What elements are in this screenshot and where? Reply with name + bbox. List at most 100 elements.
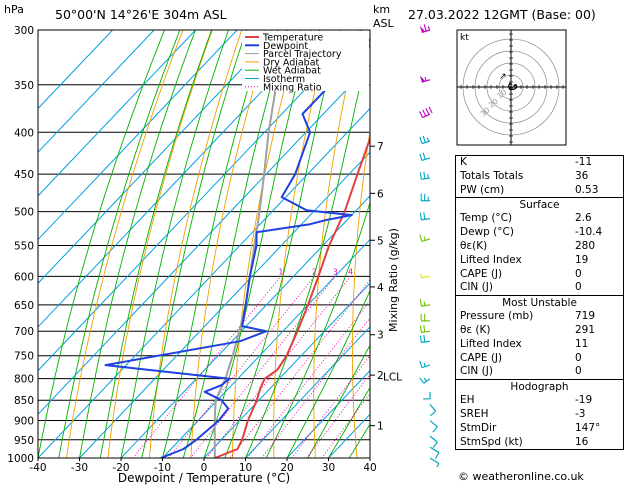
- wind-barb: [419, 360, 431, 369]
- wind-barb-flag: [419, 75, 426, 83]
- isotherm-line: [38, 30, 155, 153]
- unstable-value: 0: [575, 365, 582, 378]
- unstable-value: 11: [575, 337, 589, 350]
- km-tick-label: 4: [377, 282, 384, 294]
- surface-row: θε(K) 280: [456, 240, 623, 254]
- asl-label: ASL: [373, 17, 395, 30]
- mixing-ratio-line: [206, 276, 351, 458]
- wind-barb: [419, 24, 431, 34]
- wind-barb-feather: [423, 212, 426, 220]
- dry-adiabat: [65, 30, 184, 458]
- wind-barb-feather: [419, 111, 424, 118]
- wind-barb: [420, 313, 430, 322]
- surface-row: CIN (J) 0: [456, 281, 623, 295]
- unstable-label: Pressure (mb): [460, 310, 534, 323]
- hodograph-title: Hodograph: [510, 381, 569, 394]
- km-tick-label: 2: [377, 370, 384, 382]
- wind-barb-feather: [423, 24, 427, 32]
- hodograph-row: EH -19: [456, 394, 623, 408]
- wind-barb-shaft: [429, 446, 440, 454]
- wind-barb: [419, 106, 433, 119]
- basic-row: K -11: [456, 156, 623, 170]
- wind-barb-feather: [419, 360, 423, 368]
- isotherm-line: [38, 30, 321, 328]
- wind-barb-half: [423, 362, 426, 367]
- mixing-ratio-line: [321, 393, 370, 458]
- wind-barb-feather: [419, 325, 422, 333]
- wind-barb-half: [423, 236, 426, 241]
- wind-barb-half: [427, 26, 431, 31]
- temp-tick-label: 40: [363, 462, 376, 474]
- wind-barb: [429, 457, 440, 468]
- wet-adiabat: [265, 201, 370, 458]
- axes: 3003504004505005506006507007508008509009…: [7, 25, 402, 474]
- hodograph-row: SREH -3: [456, 408, 623, 422]
- wet-adiabat: [286, 289, 370, 458]
- wind-barb: [429, 403, 437, 417]
- wind-barb-feather: [419, 234, 423, 242]
- wind-barb-shaft: [421, 330, 431, 334]
- isotherm-line: [38, 107, 370, 458]
- mixing-ratio-axis-label: Mixing Ratio (g/kg): [387, 228, 400, 332]
- wind-barb: [419, 135, 431, 145]
- km-tick-label: 3: [377, 330, 384, 342]
- surface-value: 2.6: [575, 212, 592, 225]
- hodograph-label: StmDir: [460, 421, 497, 434]
- isotherm-line: [162, 238, 370, 458]
- wind-barb-feather: [422, 152, 426, 160]
- unstable-row: Pressure (mb) 719: [456, 310, 623, 324]
- wind-barb-half: [420, 273, 422, 278]
- surface-value: 19: [575, 253, 589, 266]
- pressure-tick-label: 900: [14, 416, 34, 428]
- dry-adiabat: [273, 30, 331, 458]
- mixing-ratio-label: 16: [426, 267, 436, 276]
- hodograph-trace: [507, 82, 518, 91]
- wind-barb: [429, 446, 440, 459]
- mixing-ratio-line: [247, 300, 370, 458]
- basic-value: 36: [575, 169, 589, 182]
- dewpoint-line: [104, 37, 370, 458]
- km-tick-label: 6: [377, 188, 384, 200]
- wind-barb: [420, 193, 430, 202]
- wind-barb-shaft: [421, 157, 431, 162]
- wet-adiabat: [203, 30, 312, 458]
- mixing-ratio-label: 3: [333, 267, 338, 276]
- wet-adiabat: [162, 30, 267, 458]
- dry-adiabat: [231, 30, 301, 458]
- basic-label: K: [460, 156, 467, 168]
- pressure-tick-label: 750: [14, 351, 34, 363]
- wind-barb-shaft: [421, 177, 431, 180]
- surface-label: Temp (°C): [460, 212, 513, 225]
- most-unstable-title: Most Unstable: [502, 297, 577, 310]
- wind-barbs: [419, 24, 440, 468]
- wet-adiabat: [99, 30, 213, 458]
- legend-label: Parcel Trajectory: [263, 49, 342, 60]
- temp-tick-label: -40: [29, 462, 46, 474]
- mixing-ratio-line: [132, 276, 282, 458]
- wind-barb: [419, 234, 431, 242]
- hpa-label: hPa: [4, 3, 24, 16]
- surface-label: Lifted Index: [460, 253, 522, 266]
- wind-barb: [419, 152, 431, 162]
- wind-barb: [429, 435, 438, 448]
- unstable-label: CIN (J): [460, 365, 493, 378]
- isotherm-line: [203, 282, 370, 458]
- hodograph-value: -3: [575, 407, 586, 420]
- legend-label: Mixing Ratio: [263, 82, 322, 93]
- wind-barb: [419, 377, 431, 384]
- wind-barb-shaft: [429, 420, 438, 428]
- wind-barb: [419, 334, 431, 344]
- wind-barb-half: [423, 377, 427, 382]
- wet-adiabat: [38, 30, 165, 458]
- wind-barb-feather: [422, 135, 426, 143]
- isotherm-line: [38, 30, 279, 284]
- wet-adiabat: [224, 30, 341, 458]
- wind-barb-shaft: [429, 457, 440, 465]
- wet-adiabat: [58, 30, 181, 458]
- surface-title: Surface: [519, 199, 560, 212]
- x-axis-label: Dewpoint / Temperature (°C): [118, 471, 290, 485]
- legend-label: Wet Adiabat: [263, 66, 321, 77]
- wind-barb-half: [436, 463, 440, 468]
